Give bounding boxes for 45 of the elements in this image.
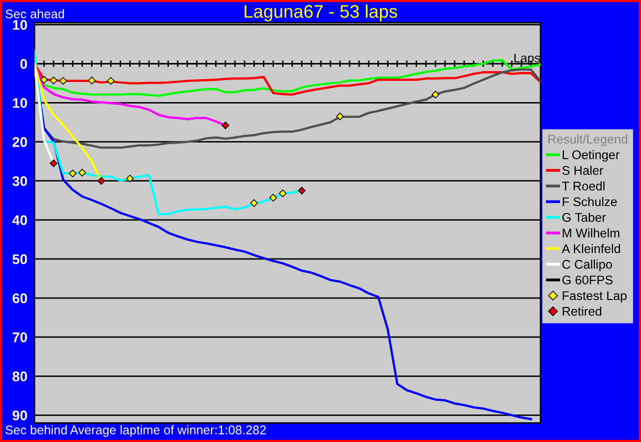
legend-label: T Roedl	[562, 181, 604, 191]
legend-label: Retired	[562, 306, 602, 316]
y-tick-label: 80	[12, 371, 27, 382]
point	[50, 76, 58, 84]
legend-label: G Taber	[562, 212, 606, 222]
y-tick-label: 40	[12, 215, 27, 226]
y-tick-label: 0	[20, 59, 27, 69]
point	[98, 177, 106, 185]
point	[250, 199, 258, 207]
point	[50, 159, 58, 168]
point	[78, 168, 86, 176]
y-tick-label: 60	[12, 293, 27, 304]
point	[59, 77, 67, 85]
legend-label: M Wilhelm	[562, 228, 620, 238]
legend-label: Fastest Lap	[562, 291, 627, 303]
text: Average laptime of winner:1:08.282	[70, 425, 266, 437]
point	[336, 112, 344, 120]
point	[40, 76, 48, 84]
chart-title: Laguna67 - 53 laps	[244, 4, 398, 22]
point	[107, 77, 115, 85]
y-axis-title: Sec ahead	[6, 9, 64, 18]
point	[278, 190, 287, 198]
point	[222, 122, 230, 130]
point	[88, 76, 96, 84]
text: Sec behind	[6, 425, 67, 434]
legend-label: F Schulze	[562, 196, 617, 206]
y-tick-label: 10	[12, 20, 27, 30]
y-tick-label: 10	[12, 98, 27, 108]
legend-label: A Kleinfeld	[562, 244, 620, 254]
x-axis-title: Laps	[514, 54, 540, 65]
legend-label: G 60FPS	[562, 276, 613, 284]
legend-label: C Callipo	[562, 260, 612, 272]
y-tick-label: 90	[12, 410, 27, 420]
point	[68, 170, 77, 178]
y-tick-label: 20	[12, 137, 27, 147]
y-tick-label: 30	[12, 176, 27, 186]
legend-label: L Oetinger	[562, 150, 620, 162]
point	[298, 186, 306, 194]
legend-title: Result/Legend	[548, 134, 628, 146]
point	[269, 194, 277, 202]
y-tick-label: 50	[12, 254, 27, 264]
point	[126, 174, 134, 182]
legend-label: S Haler	[562, 166, 604, 175]
y-tick-label: 70	[12, 332, 27, 342]
point	[432, 90, 440, 98]
